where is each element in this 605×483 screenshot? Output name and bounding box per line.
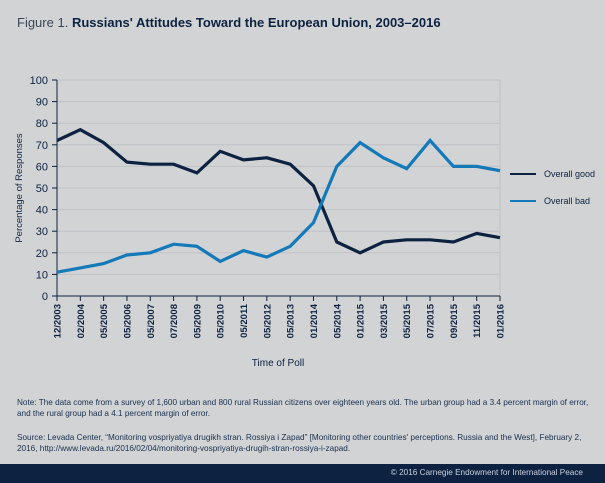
x-tick-label: 05/2014: [332, 303, 343, 338]
gridlines: [57, 79, 501, 296]
legend-label-good: Overall good: [544, 168, 596, 179]
y-tick-label: 80: [36, 118, 48, 130]
y-tick-label: 10: [36, 269, 48, 281]
y-tick-label: 30: [36, 226, 48, 238]
y-tick-label: 0: [42, 291, 48, 303]
series-line-overall-bad: [56, 138, 501, 274]
x-tick-label: 05/2007: [146, 304, 157, 338]
series-line-overall-good: [56, 127, 501, 255]
x-tick-label: 05/2009: [192, 304, 203, 338]
legend-swatch-good: [510, 172, 536, 175]
y-axis-ticks: 0 10 20 30 40 50 60 70 80 90 100: [30, 75, 57, 303]
x-tick-label: 05/2011: [239, 303, 250, 338]
x-tick-label: 05/2005: [99, 303, 110, 338]
footer-bar: © 2016 Carnegie Endowment for Internatio…: [0, 464, 605, 483]
x-tick-label: 07/2015: [426, 303, 437, 338]
x-tick-label: 05/2012: [262, 304, 273, 338]
y-axis-label: Percentage of Responses: [14, 133, 25, 243]
figure-number: Figure 1.: [17, 15, 69, 30]
legend-label-bad: Overall bad: [544, 195, 591, 206]
legend-item-bad: Overall bad: [510, 194, 595, 207]
copyright: © 2016 Carnegie Endowment for Internatio…: [390, 468, 583, 477]
y-tick-label: 100: [30, 75, 48, 87]
x-tick-label: 05/2015: [402, 303, 413, 338]
x-tick-label: 01/2016: [496, 304, 507, 338]
x-tick-label: 05/2013: [286, 304, 297, 338]
x-tick-label: 01/2015: [356, 303, 367, 338]
y-tick-label: 90: [36, 97, 48, 109]
figure-title: Figure 1. Russians' Attitudes Toward the…: [17, 15, 441, 30]
y-tick-label: 70: [36, 140, 48, 152]
x-axis-label: Time of Poll: [252, 358, 304, 369]
legend: Overall good Overall bad: [510, 167, 595, 221]
y-tick-label: 40: [36, 205, 48, 217]
legend-swatch-bad: [510, 199, 536, 202]
y-tick-label: 20: [36, 248, 48, 260]
x-tick-label: 12/2003: [53, 304, 64, 338]
x-tick-label: 11/2015: [472, 303, 483, 338]
legend-item-good: Overall good: [510, 167, 595, 180]
x-tick-label: 07/2008: [169, 304, 180, 338]
x-tick-label: 03/2015: [379, 303, 390, 338]
series-lines: [56, 127, 501, 274]
chart-source: Source: Levada Center, “Monitoring vospr…: [17, 433, 582, 453]
y-tick-label: 50: [36, 183, 48, 195]
x-tick-label: 02/2004: [76, 303, 87, 338]
x-tick-label: 01/2014: [309, 303, 320, 338]
x-tick-label: 05/2006: [122, 304, 133, 338]
x-tick-label: 05/2010: [216, 304, 227, 338]
x-axis-ticks: 12/2003 02/2004 05/2005 05/2006 05/2007 07/20…: [53, 296, 507, 338]
y-tick-label: 60: [36, 161, 48, 173]
figure-title-text: Russians' Attitudes Toward the European …: [71, 15, 441, 30]
x-tick-label: 09/2015: [449, 303, 460, 338]
line-chart: 0 10 20 30 40 50 60 70 80 90 100 12/2003 02/2004 05/…: [14, 75, 507, 369]
chart-note: Note: The data come from a survey of 1,6…: [17, 398, 589, 418]
